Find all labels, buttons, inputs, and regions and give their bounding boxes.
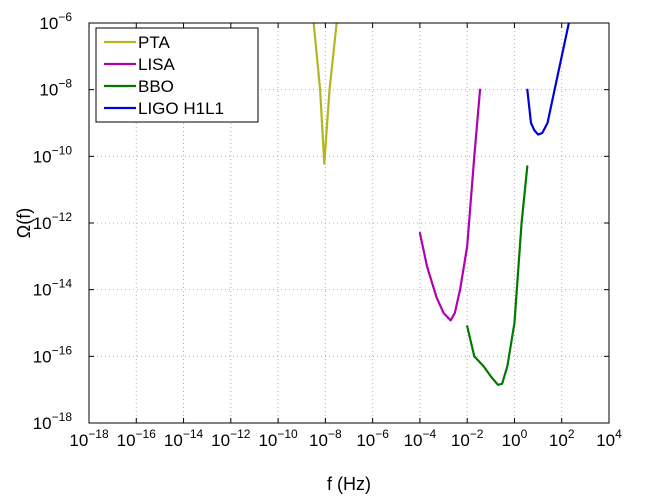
y-tick-label: 10−8 [39,77,72,100]
x-tick-label: 10−12 [211,427,251,450]
x-tick-label: 100 [502,427,528,450]
y-tick-label: 10−10 [33,143,73,166]
legend-label: PTA [138,33,170,52]
legend-label: LIGO H1L1 [138,99,224,118]
series-line-ligo-h1l1 [526,23,570,136]
x-tick-label: 10−4 [404,427,437,450]
y-tick-label: 10−18 [33,410,73,433]
grid-lines [89,23,609,423]
x-axis-label: f (Hz) [327,474,371,494]
x-tick-label: 10−14 [164,427,204,450]
y-axis-label: Ω(f) [14,208,34,238]
legend-box [95,27,259,123]
x-tick-label: 104 [596,427,622,450]
legend-label: LISA [138,55,176,74]
x-tick-labels: 10−18 10−16 10−14 10−12 10−10 10−8 10−6 10−4 10−… [69,427,622,450]
legend-label: BBO [138,77,174,96]
y-tick-labels: 10−18 10−16 10−14 10−12 10−10 10−8 10−6 [33,10,73,433]
x-tick-label: 10−6 [356,427,389,450]
x-tick-label: 10−18 [69,427,109,450]
x-tick-label: 102 [549,427,575,450]
y-tick-label: 10−16 [33,343,73,366]
plot-area [312,23,570,386]
legend: PTA LISA BBO LIGO H1L1 [95,27,259,123]
series-line-pta [312,23,338,165]
y-tick-label: 10−6 [39,10,72,33]
x-tick-label: 10−16 [117,427,157,450]
series-line-lisa [418,88,482,322]
y-tick-label: 10−12 [33,210,73,233]
series-line-bbo [466,165,529,386]
x-tick-label: 10−8 [309,427,342,450]
axis-ticks [88,22,610,424]
x-tick-label: 10−2 [451,427,484,450]
x-tick-label: 10−10 [258,427,298,450]
y-tick-label: 10−14 [33,277,73,300]
